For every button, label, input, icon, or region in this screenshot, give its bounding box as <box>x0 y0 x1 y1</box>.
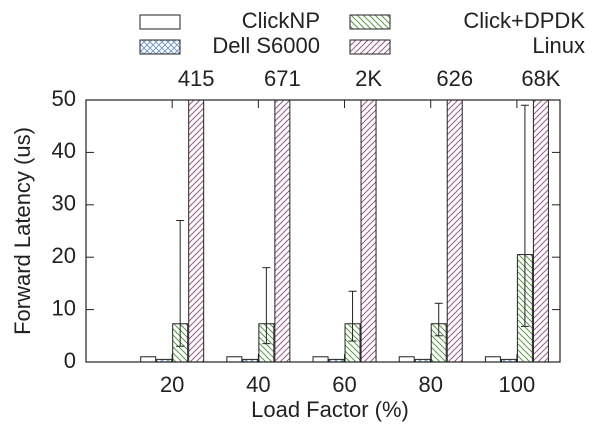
bar <box>398 356 415 362</box>
bar <box>500 358 517 362</box>
bar <box>274 100 291 362</box>
x-tick-label: 80 <box>418 372 442 397</box>
x-axis-label: Load Factor (%) <box>251 397 409 422</box>
error-bar <box>348 290 357 342</box>
legend-label: Click+DPDK <box>463 8 585 33</box>
bar <box>156 358 173 362</box>
bar <box>446 100 463 362</box>
x-tick-label: 100 <box>499 372 536 397</box>
bar <box>328 358 345 362</box>
value-label: 415 <box>178 66 215 91</box>
y-tick-label: 20 <box>52 243 76 268</box>
y-tick-label: 0 <box>64 348 76 373</box>
y-tick-label: 50 <box>52 86 76 111</box>
legend-swatch <box>349 14 391 30</box>
x-tick-label: 60 <box>332 372 356 397</box>
bar <box>312 356 329 362</box>
legend-label: Linux <box>532 33 585 58</box>
error-bar <box>176 220 185 347</box>
x-tick-label: 20 <box>160 372 184 397</box>
value-label: 68K <box>521 66 560 91</box>
y-tick-label: 10 <box>52 295 76 320</box>
error-bar <box>520 104 529 327</box>
bar <box>140 356 157 362</box>
value-label: 626 <box>436 66 473 91</box>
legend-swatch <box>349 39 391 55</box>
error-bar <box>262 267 271 345</box>
bar <box>360 100 377 362</box>
y-tick-label: 30 <box>52 191 76 216</box>
value-label: 2K <box>355 66 382 91</box>
bar <box>414 358 431 362</box>
bar <box>226 356 243 362</box>
value-label: 671 <box>264 66 301 91</box>
plot-frame <box>85 99 561 363</box>
legend-swatch <box>139 14 181 30</box>
bar <box>532 100 549 362</box>
legend-label: Dell S6000 <box>212 33 320 58</box>
y-axis-label: Forward Latency (us) <box>10 127 35 335</box>
y-tick-label: 40 <box>52 138 76 163</box>
legend-label: ClickNP <box>242 8 320 33</box>
plot <box>140 100 549 362</box>
bar <box>188 100 205 362</box>
legend-swatch <box>139 39 181 55</box>
x-tick-label: 40 <box>246 372 270 397</box>
error-bar <box>434 302 443 337</box>
bar <box>484 356 501 362</box>
bar <box>242 358 259 362</box>
